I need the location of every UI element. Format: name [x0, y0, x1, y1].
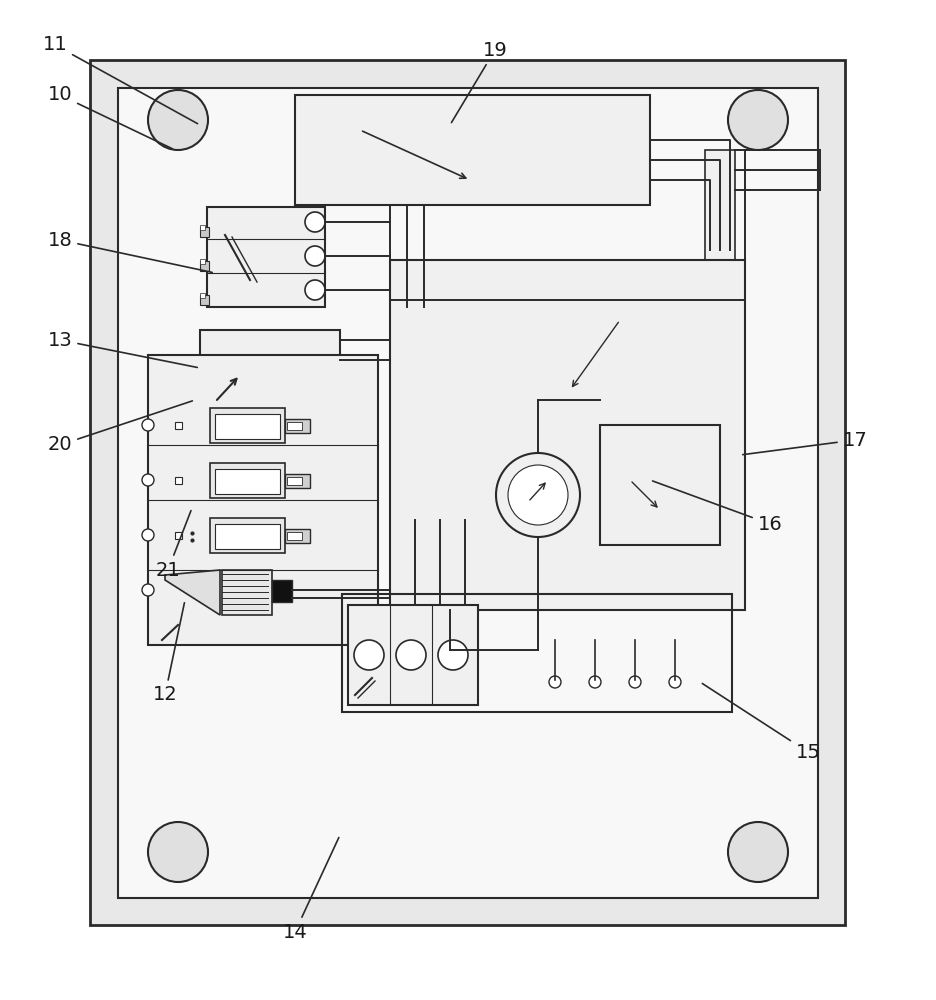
Circle shape: [142, 529, 154, 541]
Text: 20: 20: [48, 401, 193, 454]
Bar: [285, 419, 310, 433]
Bar: [272, 580, 292, 602]
Text: 13: 13: [48, 330, 197, 367]
Bar: [390, 260, 745, 610]
Bar: [175, 477, 182, 484]
Circle shape: [549, 676, 561, 688]
Bar: [175, 422, 182, 429]
Bar: [287, 477, 302, 485]
Circle shape: [142, 584, 154, 596]
Circle shape: [669, 676, 681, 688]
Circle shape: [305, 246, 325, 266]
Bar: [287, 422, 302, 430]
Bar: [118, 88, 818, 898]
Polygon shape: [165, 570, 220, 615]
Circle shape: [508, 465, 568, 525]
Text: 17: 17: [743, 430, 868, 455]
Bar: [222, 570, 272, 615]
Circle shape: [496, 453, 580, 537]
Bar: [200, 293, 205, 298]
Bar: [295, 95, 650, 205]
Text: 10: 10: [48, 86, 172, 149]
Circle shape: [396, 640, 426, 670]
Circle shape: [142, 419, 154, 431]
Circle shape: [305, 212, 325, 232]
Bar: [175, 532, 182, 539]
Bar: [215, 524, 280, 549]
Bar: [705, 150, 735, 270]
Text: 11: 11: [43, 35, 197, 124]
Text: 16: 16: [652, 481, 782, 534]
Circle shape: [191, 365, 205, 379]
Bar: [200, 261, 209, 271]
Circle shape: [728, 822, 788, 882]
Text: 19: 19: [451, 40, 507, 123]
Text: 14: 14: [283, 838, 339, 942]
Bar: [200, 295, 209, 305]
Bar: [193, 360, 203, 410]
Bar: [210, 463, 285, 498]
Bar: [207, 207, 325, 307]
Circle shape: [629, 676, 641, 688]
Bar: [215, 469, 280, 494]
Bar: [200, 259, 205, 264]
Text: 12: 12: [153, 603, 184, 704]
Circle shape: [728, 90, 788, 150]
Bar: [210, 408, 285, 443]
Circle shape: [438, 640, 468, 670]
Bar: [287, 532, 302, 540]
Circle shape: [142, 474, 154, 486]
Bar: [148, 355, 378, 645]
Bar: [285, 474, 310, 488]
Circle shape: [589, 676, 601, 688]
Bar: [200, 227, 209, 237]
Bar: [285, 529, 310, 543]
Bar: [90, 60, 845, 925]
Circle shape: [148, 90, 208, 150]
Bar: [600, 425, 720, 545]
Text: 15: 15: [702, 684, 821, 762]
Bar: [348, 605, 478, 705]
Circle shape: [148, 822, 208, 882]
Text: 18: 18: [48, 231, 212, 272]
Bar: [200, 330, 340, 420]
Bar: [215, 414, 280, 439]
Bar: [342, 594, 732, 712]
Circle shape: [191, 393, 205, 407]
Text: 21: 21: [155, 511, 191, 580]
Circle shape: [354, 640, 384, 670]
Bar: [200, 225, 205, 230]
Circle shape: [305, 280, 325, 300]
Bar: [210, 518, 285, 553]
